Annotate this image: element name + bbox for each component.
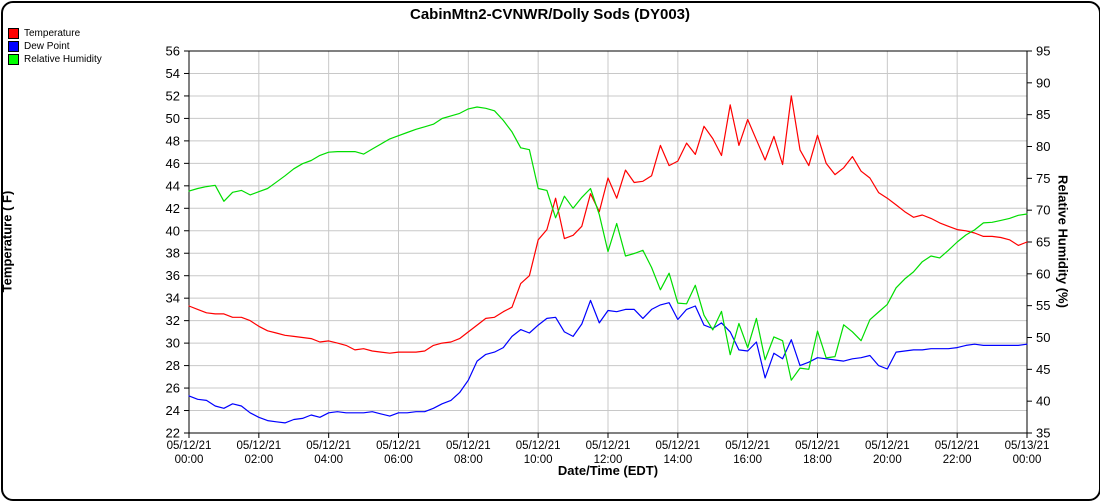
svg-text:05/12/21: 05/12/21 xyxy=(236,440,281,452)
dew-point-swatch-icon xyxy=(8,41,19,52)
legend-item-temperature: Temperature xyxy=(8,27,102,40)
svg-text:55: 55 xyxy=(1036,298,1050,313)
svg-text:52: 52 xyxy=(166,88,180,103)
svg-text:95: 95 xyxy=(1036,44,1050,59)
svg-text:20:00: 20:00 xyxy=(873,454,902,466)
chart-title: CabinMtn2-CVNWR/Dolly Sods (DY003) xyxy=(409,6,691,23)
svg-text:75: 75 xyxy=(1036,171,1050,186)
svg-text:48: 48 xyxy=(166,133,180,148)
legend-item-relative-humidity: Relative Humidity xyxy=(8,53,102,66)
svg-text:18:00: 18:00 xyxy=(803,454,832,466)
svg-text:50: 50 xyxy=(1036,330,1050,345)
svg-text:05/12/21: 05/12/21 xyxy=(795,440,840,452)
svg-text:40: 40 xyxy=(166,223,180,238)
svg-text:36: 36 xyxy=(166,268,180,283)
svg-text:50: 50 xyxy=(166,111,180,126)
svg-text:44: 44 xyxy=(166,178,180,193)
legend-label-dew-point: Dew Point xyxy=(24,41,70,52)
svg-text:02:00: 02:00 xyxy=(244,454,273,466)
relative-humidity-swatch-icon xyxy=(8,54,19,65)
svg-text:54: 54 xyxy=(166,66,180,81)
svg-text:30: 30 xyxy=(166,336,180,351)
svg-text:12:00: 12:00 xyxy=(594,454,623,466)
svg-text:80: 80 xyxy=(1036,139,1050,154)
svg-text:46: 46 xyxy=(166,156,180,171)
svg-text:56: 56 xyxy=(166,44,180,59)
svg-text:05/12/21: 05/12/21 xyxy=(446,440,491,452)
svg-text:32: 32 xyxy=(166,313,180,328)
svg-text:42: 42 xyxy=(166,201,180,216)
svg-text:05/12/21: 05/12/21 xyxy=(725,440,770,452)
svg-text:85: 85 xyxy=(1036,107,1050,122)
svg-text:10:00: 10:00 xyxy=(524,454,553,466)
svg-text:05/13/21: 05/13/21 xyxy=(1005,440,1050,452)
svg-text:05/12/21: 05/12/21 xyxy=(306,440,351,452)
svg-text:34: 34 xyxy=(166,291,180,306)
svg-text:22: 22 xyxy=(166,426,180,441)
x-axis-title: Date/Time (EDT) xyxy=(557,463,659,478)
legend-label-relative-humidity: Relative Humidity xyxy=(24,54,102,65)
svg-text:05/12/21: 05/12/21 xyxy=(655,440,700,452)
svg-text:00:00: 00:00 xyxy=(1013,454,1042,466)
svg-text:05/12/21: 05/12/21 xyxy=(167,440,212,452)
legend: Temperature Dew Point Relative Humidity xyxy=(8,27,102,66)
legend-label-temperature: Temperature xyxy=(24,28,81,39)
svg-text:65: 65 xyxy=(1036,235,1050,250)
legend-item-dew-point: Dew Point xyxy=(8,40,102,53)
svg-text:05/12/21: 05/12/21 xyxy=(376,440,421,452)
svg-text:05/12/21: 05/12/21 xyxy=(865,440,910,452)
svg-text:04:00: 04:00 xyxy=(314,454,343,466)
svg-text:22:00: 22:00 xyxy=(943,454,972,466)
svg-text:06:00: 06:00 xyxy=(384,454,413,466)
svg-text:05/12/21: 05/12/21 xyxy=(935,440,980,452)
svg-text:45: 45 xyxy=(1036,362,1050,377)
svg-text:14:00: 14:00 xyxy=(663,454,692,466)
svg-text:70: 70 xyxy=(1036,203,1050,218)
svg-text:90: 90 xyxy=(1036,75,1050,90)
svg-text:05/12/21: 05/12/21 xyxy=(516,440,561,452)
svg-text:38: 38 xyxy=(166,246,180,261)
svg-text:60: 60 xyxy=(1036,266,1050,281)
temperature-swatch-icon xyxy=(8,28,19,39)
svg-text:08:00: 08:00 xyxy=(454,454,483,466)
svg-text:24: 24 xyxy=(166,403,180,418)
svg-text:26: 26 xyxy=(166,381,180,396)
svg-text:05/12/21: 05/12/21 xyxy=(586,440,631,452)
svg-text:35: 35 xyxy=(1036,426,1050,441)
svg-text:40: 40 xyxy=(1036,394,1050,409)
svg-text:28: 28 xyxy=(166,358,180,373)
svg-text:16:00: 16:00 xyxy=(733,454,762,466)
svg-text:00:00: 00:00 xyxy=(175,454,204,466)
